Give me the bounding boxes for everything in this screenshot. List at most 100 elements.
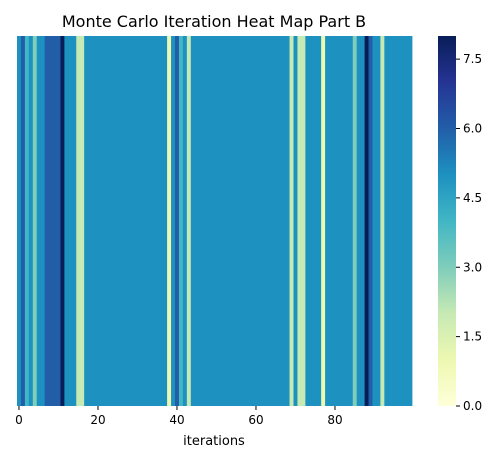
heatmap-cell [388,36,393,406]
heatmap-cell [234,36,239,406]
heatmap-cell [167,36,172,406]
heatmap-cell [250,36,255,406]
heatmap-cells [17,36,413,406]
heatmap-cell [175,36,180,406]
heatmap-cell [289,36,294,406]
heatmap-cell [400,36,405,406]
heatmap-cell [218,36,223,406]
colorbar-tick-label: 7.5 [463,52,482,66]
heatmap-cell [333,36,338,406]
heatmap-cell [99,36,105,406]
heatmap-cell [238,36,243,406]
heatmap-cell [226,36,231,406]
heatmap-cell [321,36,326,406]
heatmap-cell [32,36,38,406]
heatmap-cell [297,36,302,406]
heatmap-cell [115,36,121,406]
heatmap-cell [364,36,369,406]
heatmap-cell [269,36,275,406]
heatmap-cell [309,36,314,406]
x-tick-label: 0 [15,413,23,427]
heatmap-cell [352,36,358,406]
heatmap-cell [186,36,192,406]
heatmap-cell [178,36,184,406]
heatmap-cell [214,36,219,406]
heatmap-cell [277,36,283,406]
heatmap-cell [48,36,53,406]
heatmap-cell [119,36,125,406]
heatmap-cell [285,36,290,406]
heatmap-cell [281,36,286,406]
heatmap-cell [257,36,263,406]
heatmap-cell [265,36,271,406]
heatmap-cell [222,36,227,406]
heatmap-cell [155,36,160,406]
heatmap-cell [143,36,148,406]
heatmap-cell [72,36,77,406]
heatmap-cell [52,36,57,406]
heatmap-cell [206,36,211,406]
heatmap-cell [329,36,334,406]
heatmap-cell [96,36,101,406]
heatmap-cell [384,36,389,406]
heatmap-cell [273,36,279,406]
heatmap-cell [254,36,259,406]
heatmap-cell [92,36,97,406]
heatmap-cell [340,36,346,406]
heatmap-cell [301,36,306,406]
x-axis-ticks: 0 20 40 60 80 [15,406,343,427]
x-tick-label: 20 [90,413,105,427]
heatmap-cell [44,36,49,406]
heatmap-cell [20,36,26,406]
heatmap-cell [210,36,215,406]
heatmap-cell [182,36,188,406]
heatmap-cell [103,36,109,406]
colorbar-ticks: 0.0 1.5 3.0 4.5 6.0 7.5 [456,52,482,413]
colorbar-tick-label: 0.0 [463,399,482,413]
heatmap-cell [396,36,401,406]
heatmap-cell [344,36,350,406]
heatmap-cell [17,36,22,406]
heatmap-cell [68,36,73,406]
heatmap-cell [261,36,267,406]
heatmap-cell [230,36,235,406]
heatmap-cell [24,36,30,406]
heatmap-cell [360,36,365,406]
heatmap-cell [147,36,152,406]
heatmap-cell [111,36,117,406]
heatmap-cell [305,36,310,406]
heatmap-cell [336,36,342,406]
heatmap-cell [348,36,354,406]
heatmap-cell [380,36,385,406]
heatmap-cell [242,36,247,406]
heatmap-cell [313,36,318,406]
colorbar-tick-label: 1.5 [463,330,482,344]
heatmap-cell [171,36,176,406]
heatmap-cell [159,36,164,406]
colorbar-tick-label: 3.0 [463,260,482,274]
colorbar-tick-label: 4.5 [463,191,482,205]
heatmap-cell [163,36,168,406]
heatmap-cell [84,36,89,406]
heatmap-cell [194,36,200,406]
chart-title: Monte Carlo Iteration Heat Map Part B [62,12,366,31]
heatmap-cell [376,36,381,406]
x-tick-label: 60 [248,413,263,427]
heatmap-cell [356,36,362,406]
heatmap-cell [60,36,65,406]
heatmap-cell [64,36,69,406]
heatmap-cell [404,36,409,406]
heatmap-cell [36,36,42,406]
x-axis-label: iterations [183,434,245,449]
heatmap-cell [139,36,144,406]
heatmap-cell [28,36,34,406]
heatmap-cell [317,36,322,406]
x-tick-label: 40 [169,413,184,427]
heatmap-cell [325,36,330,406]
heatmap-cell [190,36,196,406]
heatmap-cell [392,36,397,406]
heatmap-cell [372,36,377,406]
heatmap-cell [135,36,140,406]
heatmap-cell [76,36,81,406]
heatmap-cell [198,36,204,406]
